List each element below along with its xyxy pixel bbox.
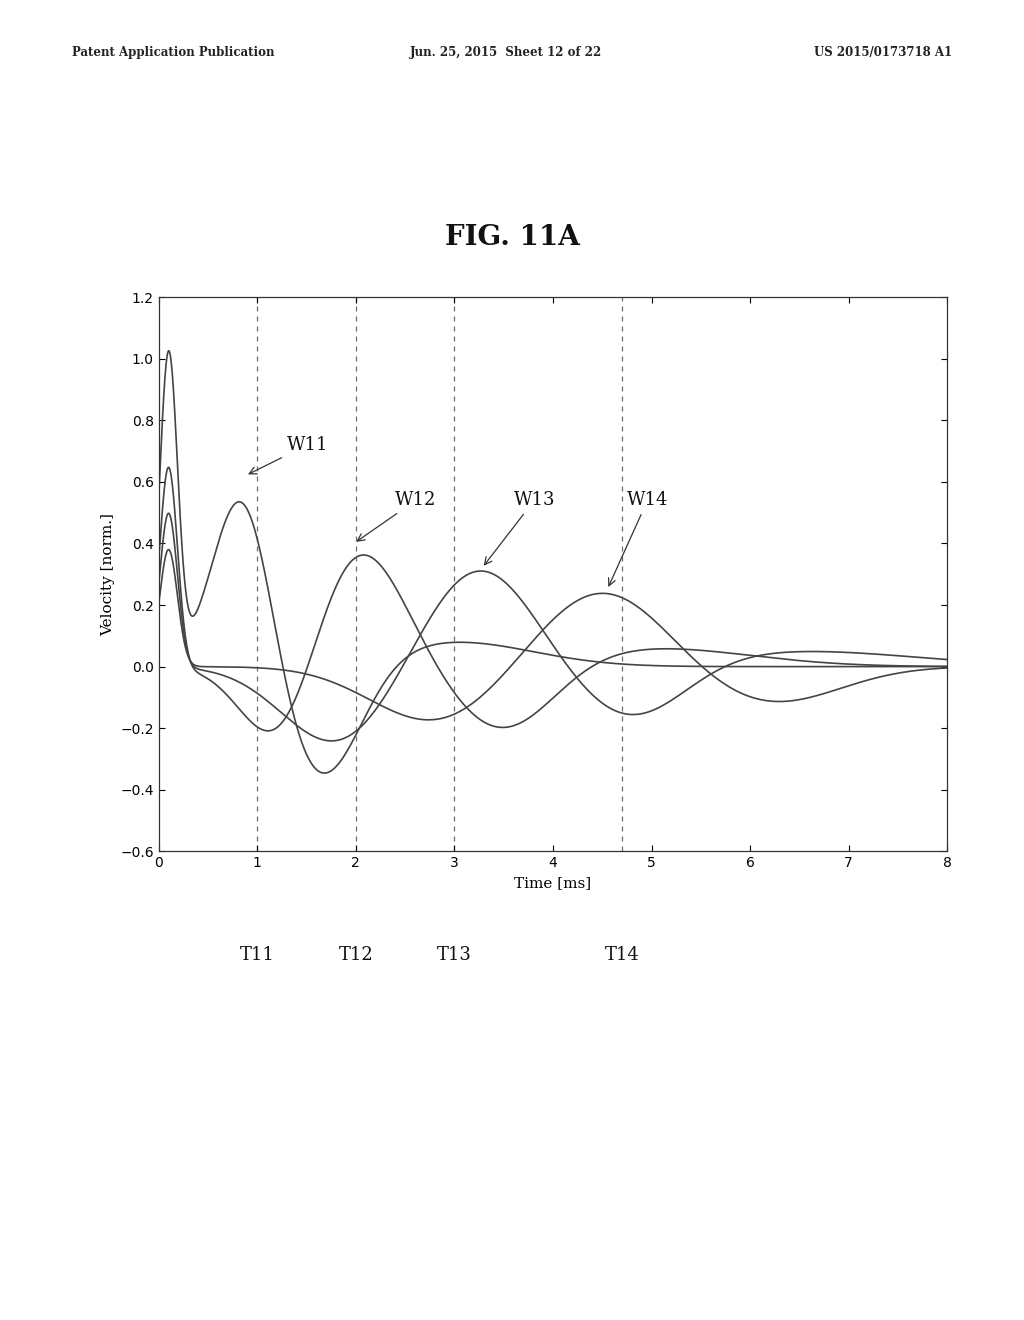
Text: T11: T11: [240, 946, 274, 965]
Text: W13: W13: [484, 491, 555, 565]
Text: Patent Application Publication: Patent Application Publication: [72, 46, 274, 59]
Text: T13: T13: [437, 946, 472, 965]
Text: T14: T14: [604, 946, 639, 965]
Text: W14: W14: [608, 491, 669, 586]
Text: US 2015/0173718 A1: US 2015/0173718 A1: [814, 46, 952, 59]
Y-axis label: Velocity [norm.]: Velocity [norm.]: [100, 512, 115, 636]
Text: FIG. 11A: FIG. 11A: [444, 224, 580, 251]
Text: Jun. 25, 2015  Sheet 12 of 22: Jun. 25, 2015 Sheet 12 of 22: [410, 46, 602, 59]
Text: W12: W12: [357, 491, 436, 541]
Text: T12: T12: [339, 946, 373, 965]
Text: W11: W11: [249, 436, 329, 474]
X-axis label: Time [ms]: Time [ms]: [514, 875, 592, 890]
